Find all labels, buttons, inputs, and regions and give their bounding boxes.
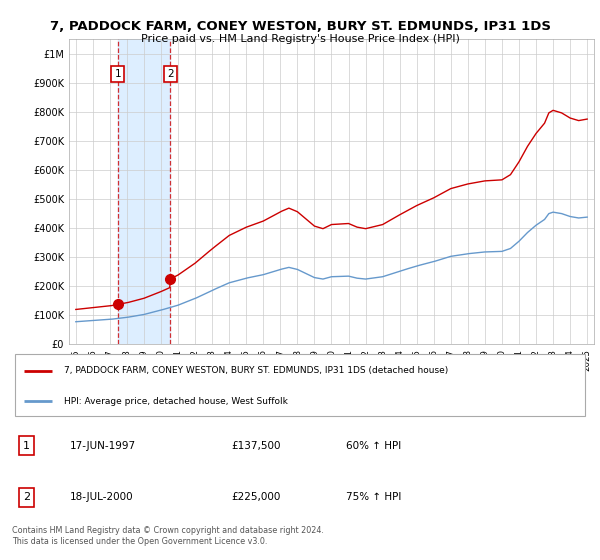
Text: 75% ↑ HPI: 75% ↑ HPI [346, 492, 401, 502]
Text: £137,500: £137,500 [231, 441, 280, 451]
Text: Contains HM Land Registry data © Crown copyright and database right 2024.
This d: Contains HM Land Registry data © Crown c… [12, 526, 324, 546]
Text: 1: 1 [115, 69, 121, 80]
Text: 18-JUL-2000: 18-JUL-2000 [70, 492, 133, 502]
Text: 1: 1 [23, 441, 30, 451]
Text: 7, PADDOCK FARM, CONEY WESTON, BURY ST. EDMUNDS, IP31 1DS (detached house): 7, PADDOCK FARM, CONEY WESTON, BURY ST. … [64, 366, 448, 375]
Text: 60% ↑ HPI: 60% ↑ HPI [346, 441, 401, 451]
Text: 2: 2 [167, 69, 173, 80]
Text: Price paid vs. HM Land Registry's House Price Index (HPI): Price paid vs. HM Land Registry's House … [140, 34, 460, 44]
Bar [118, 39, 170, 344]
Text: £225,000: £225,000 [231, 492, 280, 502]
Text: 7, PADDOCK FARM, CONEY WESTON, BURY ST. EDMUNDS, IP31 1DS: 7, PADDOCK FARM, CONEY WESTON, BURY ST. … [49, 20, 551, 32]
FancyBboxPatch shape [15, 354, 585, 416]
Text: 17-JUN-1997: 17-JUN-1997 [70, 441, 136, 451]
Text: HPI: Average price, detached house, West Suffolk: HPI: Average price, detached house, West… [64, 396, 288, 405]
Text: 2: 2 [23, 492, 30, 502]
